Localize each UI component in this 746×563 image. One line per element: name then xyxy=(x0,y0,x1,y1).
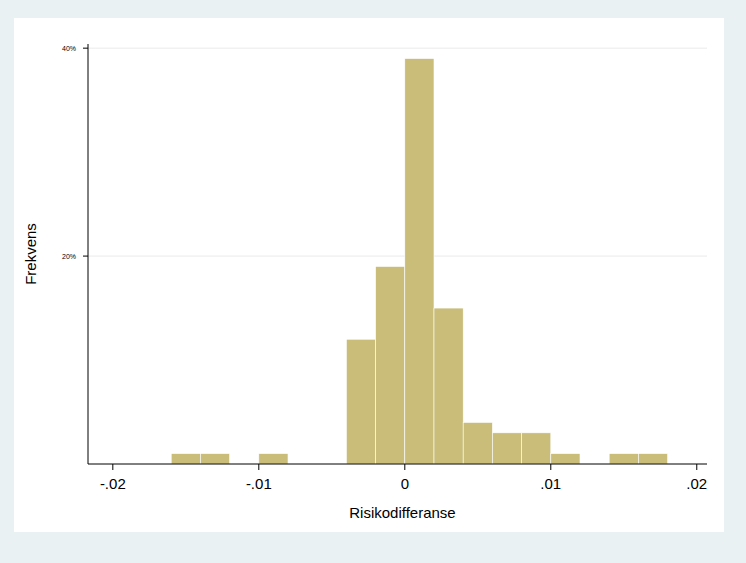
histogram-bar xyxy=(405,59,434,464)
histogram-bar xyxy=(609,454,638,464)
histogram-bar xyxy=(171,454,200,464)
x-axis xyxy=(88,464,707,465)
histogram-bar xyxy=(376,266,405,464)
x-tick-label: -.02 xyxy=(100,475,126,492)
chart-container: -.02 -.01 0 .01 .02 20% 40% Risikodifferanse Fre… xyxy=(0,0,746,563)
x-tick-label: 0 xyxy=(401,475,409,492)
x-tick xyxy=(112,464,113,470)
histogram-bar xyxy=(259,454,288,464)
histogram-bar xyxy=(638,454,667,464)
histogram-bar xyxy=(463,422,492,464)
graph-region xyxy=(14,18,724,532)
y-axis xyxy=(88,44,89,464)
x-tick-label: -.01 xyxy=(246,475,272,492)
histogram-bar xyxy=(434,308,463,464)
y-tick xyxy=(83,48,88,49)
histogram-bar xyxy=(200,454,229,464)
y-axis-label: Frekvens xyxy=(22,223,39,285)
x-tick xyxy=(258,464,259,470)
bars xyxy=(171,59,667,464)
grid-line xyxy=(88,48,707,49)
x-axis-label: Risikodifferanse xyxy=(349,504,455,521)
background xyxy=(0,0,746,563)
histogram-bar xyxy=(551,454,580,464)
x-tick xyxy=(550,464,551,470)
y-tick-label: 40% xyxy=(62,45,76,52)
histogram-bar xyxy=(346,339,375,464)
histogram-bar xyxy=(522,433,551,464)
y-tick xyxy=(83,256,88,257)
y-tick-label: 20% xyxy=(62,253,76,260)
histogram-bar xyxy=(492,433,521,464)
x-tick xyxy=(696,464,697,470)
x-tick-label: .02 xyxy=(686,475,707,492)
x-tick xyxy=(404,464,405,470)
chart-svg: -.02 -.01 0 .01 .02 20% 40% Risikodifferanse Fre… xyxy=(0,0,746,563)
x-tick-label: .01 xyxy=(540,475,561,492)
grid-line xyxy=(88,256,707,257)
